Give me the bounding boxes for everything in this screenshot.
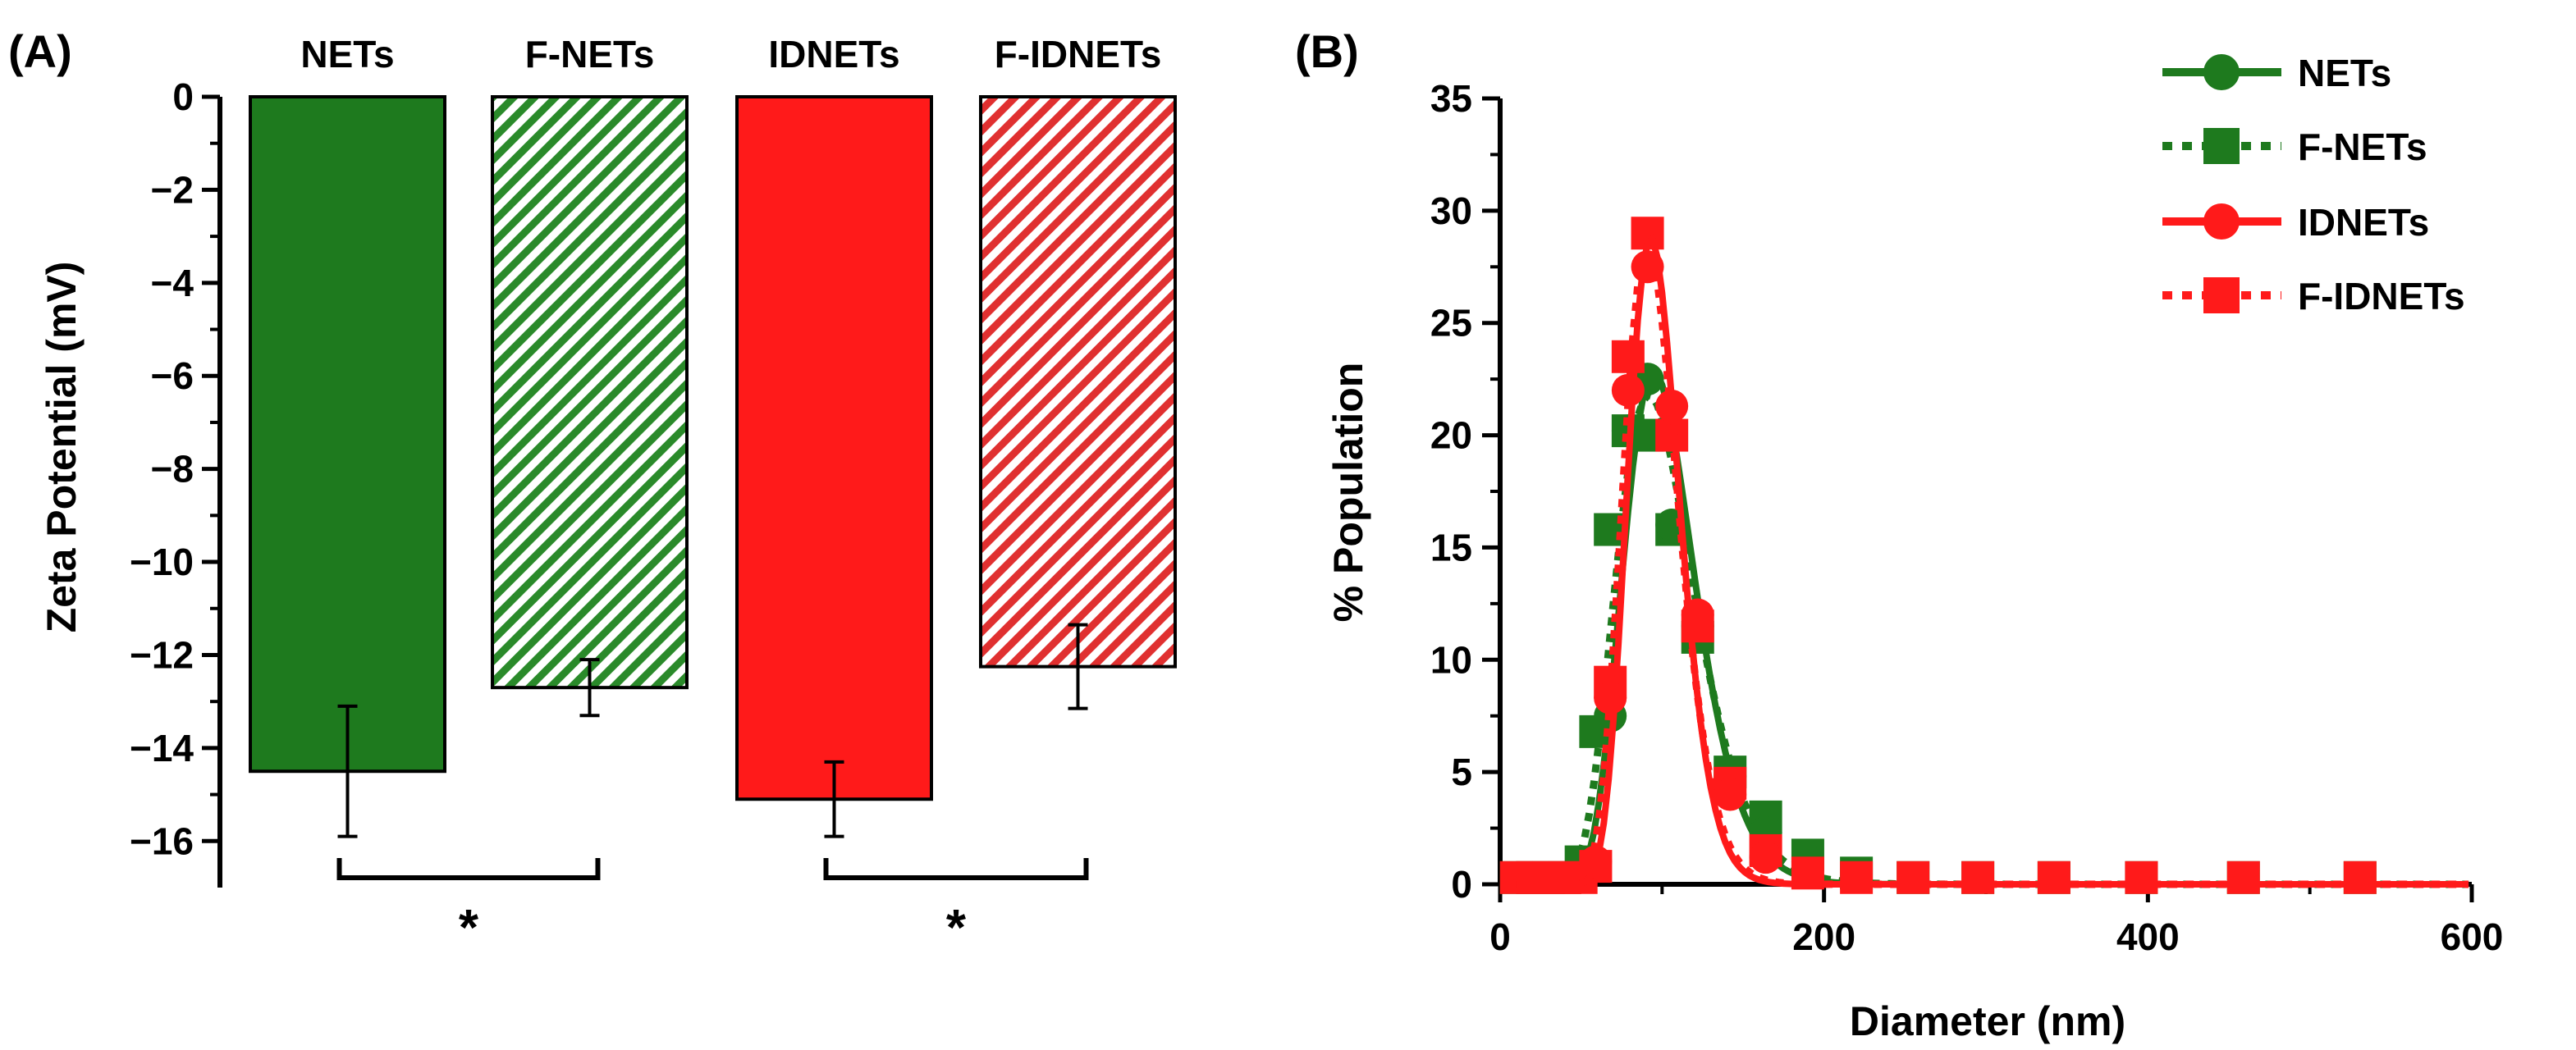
y-tick-label: 20 <box>1430 414 1472 457</box>
data-point-idnets <box>1594 681 1627 714</box>
panel-b-series <box>1499 217 2469 894</box>
y-tick-label: −6 <box>151 354 194 397</box>
data-point-f-idnets <box>2343 861 2377 894</box>
panel-a-bars <box>249 95 1177 838</box>
series-idnets <box>1516 233 2469 888</box>
y-tick-label: −10 <box>130 541 194 583</box>
data-point-idnets <box>1655 389 1689 422</box>
legend-marker-f-nets <box>2203 128 2240 164</box>
legend-marker-f-idnets <box>2203 277 2240 313</box>
legend-marker-idnets <box>2203 203 2240 240</box>
data-point-f-idnets <box>1840 861 1874 894</box>
series-f-idnets <box>1499 217 2469 894</box>
category-label-f-idnets: F-IDNETs <box>995 33 1162 75</box>
y-tick-label: 0 <box>1451 863 1472 906</box>
data-point-idnets <box>1579 845 1613 879</box>
bar-nets <box>249 95 446 774</box>
data-point-idnets <box>1611 373 1645 407</box>
data-point-idnets <box>1681 598 1714 632</box>
panel-b-x-axis-title: Diameter (nm) <box>1850 998 2125 1044</box>
significance-bracket <box>823 858 1089 880</box>
legend-label-idnets: IDNETs <box>2298 201 2429 244</box>
y-tick-label: −12 <box>130 633 194 676</box>
data-point-idnets <box>1749 841 1782 874</box>
fit-line-f-nets <box>1516 390 2469 888</box>
fit-line-f-idnets <box>1516 235 2469 888</box>
bar-idnets <box>735 95 933 801</box>
panel-b-label: (B) <box>1295 25 1359 77</box>
significance-bracket <box>336 858 601 880</box>
x-tick-label: 0 <box>1489 915 1511 958</box>
data-point-idnets <box>1631 250 1664 284</box>
data-point-f-idnets <box>1897 861 1930 894</box>
panel-b-size-distribution: (B) % Population Diameter (nm) 0 5 10 15 20 2… <box>1295 25 2503 1044</box>
category-label-idnets: IDNETs <box>768 33 899 75</box>
legend-marker-nets <box>2203 54 2240 90</box>
category-label-nets: NETs <box>300 33 394 75</box>
series-f-nets <box>1499 390 2469 894</box>
y-tick-label: 30 <box>1430 189 1472 232</box>
legend-label-nets: NETs <box>2298 52 2391 94</box>
y-tick-label: 15 <box>1430 526 1472 568</box>
bar-f-idnets <box>979 95 1177 669</box>
data-point-f-idnets <box>1961 861 1995 894</box>
y-tick-label: 5 <box>1451 751 1472 793</box>
data-point-f-idnets <box>2037 861 2070 894</box>
y-tick-label: −14 <box>130 727 194 769</box>
bar-f-nets <box>491 95 689 690</box>
y-tick-label: 35 <box>1430 77 1472 120</box>
panel-b-legend: NETs F-NETs IDNETs F-IDNETs <box>2162 52 2465 317</box>
panel-a-y-axis-title: Zeta Potential (mV) <box>39 262 85 633</box>
x-tick-label: 200 <box>1792 915 1855 958</box>
panel-a-bar-chart: (A) Zeta Potential (mV) 0 −2 −4 −6 −8 −10 −12 −… <box>8 25 1177 956</box>
data-point-f-idnets <box>2125 861 2158 894</box>
panel-a-y-axis: 0 −2 −4 −6 −8 −10 −12 −14 −16 <box>130 75 222 888</box>
data-point-idnets <box>1714 778 1747 811</box>
y-tick-label: 25 <box>1430 302 1472 345</box>
panel-a-significance-brackets: * * <box>336 858 1089 956</box>
significance-asterisk: * <box>459 900 479 956</box>
y-tick-label: 0 <box>172 75 194 118</box>
panel-b-axes: 0 5 10 15 20 25 30 35 0 200 400 600 <box>1430 77 2504 958</box>
panel-a-category-labels: NETs F-NETs IDNETs F-IDNETs <box>300 33 1161 75</box>
y-tick-label: 10 <box>1430 638 1472 681</box>
x-tick-label: 400 <box>2116 915 2180 958</box>
data-point-f-idnets <box>1611 340 1645 373</box>
legend-label-f-idnets: F-IDNETs <box>2298 275 2465 317</box>
y-tick-label: −2 <box>151 168 194 211</box>
fit-line-idnets <box>1516 233 2469 888</box>
y-tick-label: −8 <box>151 448 194 491</box>
significance-asterisk: * <box>946 900 967 956</box>
category-label-f-nets: F-NETs <box>525 33 655 75</box>
legend-label-f-nets: F-NETs <box>2298 126 2427 168</box>
y-tick-label: −16 <box>130 819 194 862</box>
x-tick-label: 600 <box>2441 915 2504 958</box>
y-tick-label: −4 <box>151 262 194 304</box>
panel-a-label: (A) <box>8 25 72 77</box>
panel-b-y-axis-title: % Population <box>1325 363 1371 623</box>
data-point-f-idnets <box>2226 861 2260 894</box>
